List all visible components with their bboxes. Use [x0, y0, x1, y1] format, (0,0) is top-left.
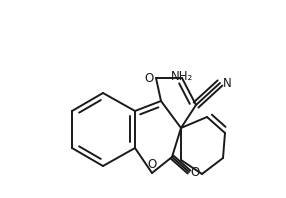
Text: N: N: [223, 76, 232, 89]
Text: O: O: [147, 158, 157, 171]
Text: O: O: [190, 166, 199, 179]
Text: O: O: [145, 71, 154, 85]
Text: NH₂: NH₂: [171, 70, 193, 83]
